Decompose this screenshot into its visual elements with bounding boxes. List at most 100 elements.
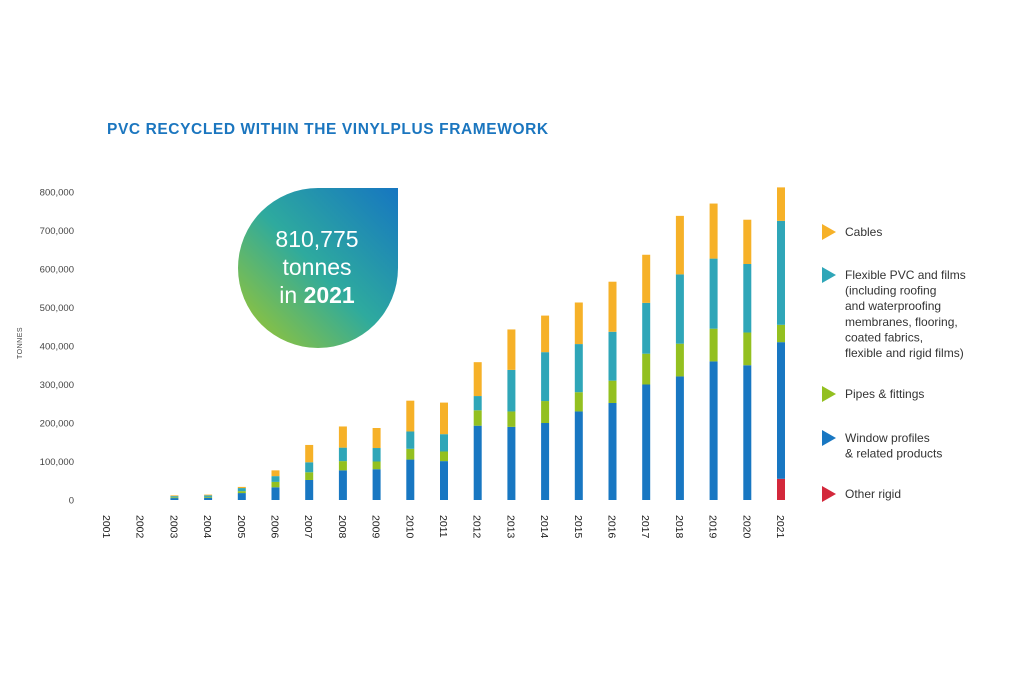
bar-segment-cables-2012 — [473, 362, 482, 397]
legend-label-flexible: coated fabrics, — [845, 330, 923, 344]
bar-segment-pipes-2016 — [608, 380, 617, 403]
bar-segment-cables-2015 — [574, 302, 583, 345]
bar-segment-flexible-2019 — [709, 258, 718, 329]
bar-segment-flexible-2006 — [271, 476, 280, 482]
bar-segment-window-2014 — [541, 423, 550, 500]
bar-segment-window-2003 — [170, 498, 179, 500]
bar-segment-pipes-2014 — [541, 401, 550, 423]
x-tick-label: 2011 — [437, 515, 449, 538]
bar-segment-flexible-2018 — [675, 274, 684, 344]
bar-segment-pipes-2004 — [204, 496, 213, 498]
bar-segment-pipes-2005 — [237, 491, 246, 494]
y-tick-label: 200,000 — [40, 419, 74, 430]
x-tick-label: 2006 — [269, 515, 281, 539]
bar-segment-flexible-2009 — [372, 448, 381, 462]
bar-segment-window-2004 — [204, 497, 213, 500]
x-axis: 2001 2002 2003 2004 2005 2006 2007 2008 2009 2010… — [100, 515, 786, 539]
callout-prefix: in — [279, 282, 297, 308]
bar-segment-flexible-2005 — [237, 488, 246, 492]
bar-segment-cables-2009 — [372, 428, 381, 449]
bar-segment-flexible-2007 — [305, 462, 314, 473]
x-tick-label: 2019 — [707, 515, 719, 539]
legend-label-flexible: membranes, flooring, — [845, 315, 958, 329]
bar-segment-pipes-2015 — [574, 392, 583, 412]
bar-segment-flexible-2011 — [440, 434, 448, 452]
bar-segment-pipes-2006 — [271, 481, 280, 488]
bar-segment-cables-2006 — [271, 470, 280, 477]
bar-segment-window-2005 — [237, 493, 246, 500]
y-tick-label: 800,000 — [40, 188, 74, 199]
bar-segment-window-2012 — [473, 425, 482, 500]
bar-segment-cables-2005 — [237, 486, 246, 489]
bar-segment-cables-2003 — [170, 495, 179, 497]
bar-segment-other_rigid-2021 — [777, 478, 785, 500]
x-tick-label: 2001 — [100, 515, 112, 539]
y-tick-label: 100,000 — [40, 457, 74, 468]
bar-segment-window-2006 — [271, 487, 280, 500]
legend-marker-cables — [822, 224, 836, 240]
x-tick-label: 2018 — [673, 515, 685, 539]
bar-segment-window-2021 — [777, 342, 785, 479]
bar-segment-cables-2008 — [338, 426, 347, 448]
callout-year: 2021 — [304, 282, 355, 308]
bar-segment-window-2017 — [642, 384, 651, 500]
bar-segment-cables-2020 — [743, 219, 752, 264]
x-tick-label: 2007 — [302, 515, 314, 539]
bar-segment-cables-2004 — [204, 494, 213, 496]
x-tick-label: 2017 — [639, 515, 651, 539]
bar-segment-pipes-2020 — [743, 332, 752, 366]
y-tick-label: 300,000 — [40, 380, 74, 391]
bar-segment-cables-2010 — [406, 400, 415, 432]
bar-segment-window-2007 — [305, 479, 314, 500]
bar-segment-flexible-2013 — [507, 369, 516, 412]
legend-marker-flexible — [822, 267, 836, 283]
legend-label-flexible: Flexible PVC and films — [845, 268, 966, 282]
bar-segment-window-2018 — [675, 376, 684, 500]
bars — [170, 187, 785, 500]
x-tick-label: 2016 — [606, 515, 618, 539]
x-tick-label: 2009 — [370, 515, 382, 539]
callout-unit: tonnes — [282, 254, 351, 280]
bar-segment-cables-2019 — [709, 203, 718, 259]
bar-segment-flexible-2014 — [541, 352, 550, 402]
y-tick-label: 0 — [69, 496, 74, 507]
bar-segment-flexible-2008 — [338, 447, 347, 462]
bar-segment-flexible-2003 — [170, 496, 179, 498]
callout-year-line: in 2021 — [279, 282, 355, 308]
x-tick-label: 2010 — [403, 515, 415, 539]
legend-label-other_rigid: Other rigid — [845, 487, 901, 501]
y-axis-label: TONNES — [17, 327, 24, 359]
bar-segment-window-2020 — [743, 365, 752, 500]
legend-marker-pipes — [822, 386, 836, 402]
bar-segment-pipes-2009 — [372, 461, 381, 470]
callout-value: 810,775 — [275, 226, 358, 252]
bar-segment-window-2011 — [440, 461, 448, 500]
legend-label-flexible: and waterproofing — [845, 299, 941, 313]
legend-marker-other_rigid — [822, 486, 836, 502]
bar-segment-pipes-2021 — [777, 324, 785, 343]
bar-segment-flexible-2016 — [608, 331, 617, 381]
x-tick-label: 2002 — [134, 515, 146, 539]
bar-segment-pipes-2010 — [406, 448, 415, 460]
bar-segment-flexible-2021 — [777, 220, 785, 325]
bar-segment-flexible-2017 — [642, 302, 651, 354]
bar-segment-flexible-2010 — [406, 431, 415, 449]
x-tick-label: 2014 — [538, 515, 550, 539]
x-tick-label: 2004 — [201, 515, 213, 539]
bar-segment-pipes-2007 — [305, 472, 314, 480]
x-tick-label: 2003 — [167, 515, 179, 539]
legend-label-flexible: (including roofing — [845, 284, 936, 298]
legend-marker-window — [822, 430, 836, 446]
bar-segment-flexible-2015 — [574, 344, 583, 393]
x-tick-label: 2008 — [336, 515, 348, 539]
bar-segment-cables-2007 — [305, 444, 314, 463]
x-tick-label: 2020 — [740, 515, 752, 539]
bar-segment-window-2008 — [338, 470, 347, 500]
legend-label-pipes: Pipes & fittings — [845, 387, 924, 401]
y-tick-label: 700,000 — [40, 226, 74, 237]
bar-segment-pipes-2003 — [170, 497, 179, 499]
bar-segment-cables-2011 — [440, 402, 448, 435]
y-tick-label: 400,000 — [40, 342, 74, 353]
bar-segment-cables-2017 — [642, 254, 651, 303]
